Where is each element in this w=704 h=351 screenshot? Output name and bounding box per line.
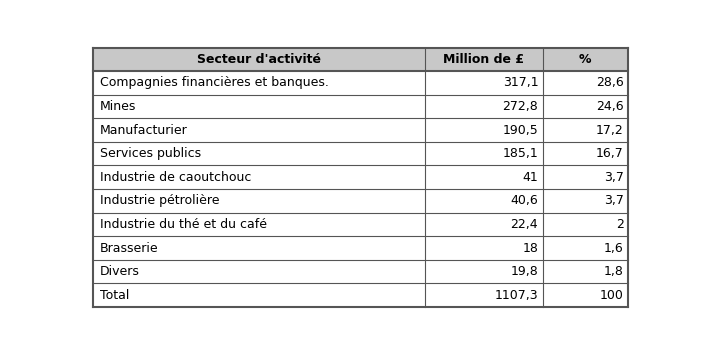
Text: %: %: [579, 53, 591, 66]
Text: Industrie pétrolière: Industrie pétrolière: [100, 194, 220, 207]
Text: 18: 18: [522, 241, 539, 254]
Text: 2: 2: [616, 218, 624, 231]
Bar: [94, 47, 628, 71]
Text: 16,7: 16,7: [596, 147, 624, 160]
Text: Industrie du thé et du café: Industrie du thé et du café: [100, 218, 267, 231]
Text: 19,8: 19,8: [510, 265, 539, 278]
Text: 28,6: 28,6: [596, 77, 624, 90]
Text: Million de £: Million de £: [444, 53, 524, 66]
Text: Divers: Divers: [100, 265, 140, 278]
Text: Manufacturier: Manufacturier: [100, 124, 188, 137]
Text: 3,7: 3,7: [604, 194, 624, 207]
Text: 1,6: 1,6: [604, 241, 624, 254]
Text: 1107,3: 1107,3: [495, 289, 539, 302]
Text: 40,6: 40,6: [510, 194, 539, 207]
Text: Industrie de caoutchouc: Industrie de caoutchouc: [100, 171, 251, 184]
Text: 3,7: 3,7: [604, 171, 624, 184]
Text: Services publics: Services publics: [100, 147, 201, 160]
Text: 41: 41: [522, 171, 539, 184]
Text: 272,8: 272,8: [503, 100, 539, 113]
Text: Brasserie: Brasserie: [100, 241, 158, 254]
Text: 1,8: 1,8: [604, 265, 624, 278]
Text: 100: 100: [600, 289, 624, 302]
Text: 17,2: 17,2: [596, 124, 624, 137]
Text: Secteur d'activité: Secteur d'activité: [197, 53, 321, 66]
Text: 22,4: 22,4: [510, 218, 539, 231]
Text: 185,1: 185,1: [503, 147, 539, 160]
Text: 24,6: 24,6: [596, 100, 624, 113]
Text: Mines: Mines: [100, 100, 137, 113]
Text: Total: Total: [100, 289, 130, 302]
Text: Compagnies financières et banques.: Compagnies financières et banques.: [100, 77, 329, 90]
Text: 190,5: 190,5: [503, 124, 539, 137]
Text: 317,1: 317,1: [503, 77, 539, 90]
